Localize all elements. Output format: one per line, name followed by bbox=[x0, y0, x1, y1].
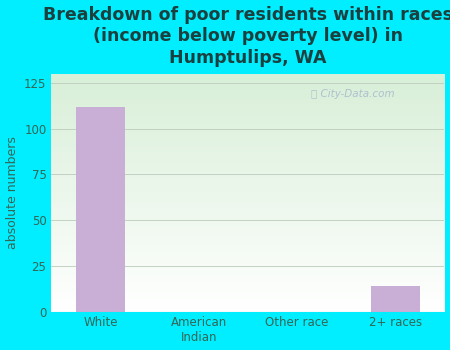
Y-axis label: absolute numbers: absolute numbers bbox=[5, 136, 18, 249]
Title: Breakdown of poor residents within races
(income below poverty level) in
Humptul: Breakdown of poor residents within races… bbox=[43, 6, 450, 66]
Text: ⓘ City-Data.com: ⓘ City-Data.com bbox=[311, 89, 394, 99]
Bar bbox=[76, 107, 125, 312]
Bar bbox=[371, 286, 420, 312]
